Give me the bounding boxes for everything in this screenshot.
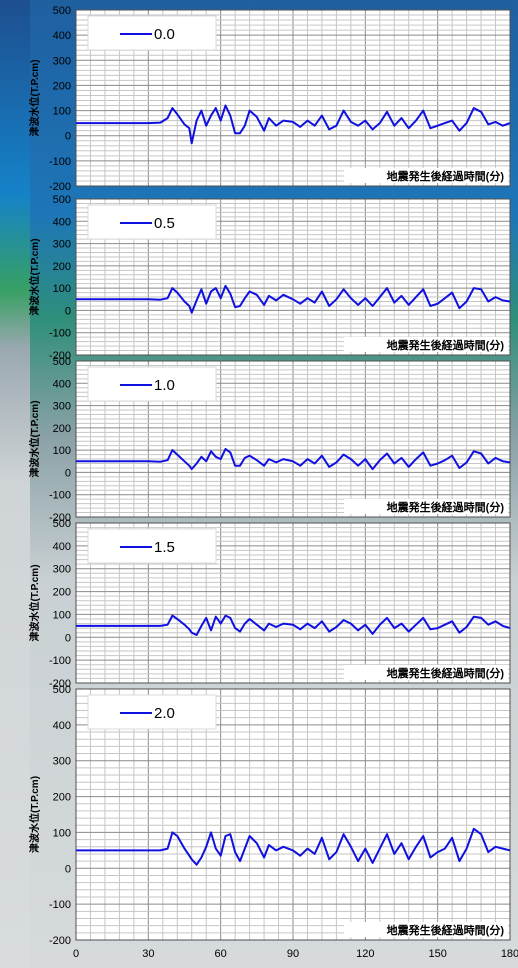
x-axis-label: 地震発生後経過時間(分) — [387, 338, 505, 352]
y-axis-label: 津波水位(T.P.cm) — [28, 59, 41, 136]
series-line — [76, 827, 511, 866]
y-axis-label: 津波水位(T.P.cm) — [28, 776, 41, 853]
x-tick-label: 180 — [501, 948, 518, 960]
plot-border — [75, 9, 511, 187]
x-axis-label: 地震発生後経過時間(分) — [387, 169, 505, 183]
y-tick-label: 100 — [53, 609, 71, 621]
y-tick-label: 0 — [65, 467, 71, 479]
y-tick-label: 300 — [53, 239, 71, 251]
y-tick-label: -200 — [49, 678, 71, 690]
legend-label: 2.0 — [154, 705, 175, 722]
y-tick-label: 300 — [53, 55, 71, 67]
x-axis-label: 地震発生後経過時間(分) — [387, 923, 505, 937]
legend-label: 0.5 — [154, 215, 175, 232]
chart-panel-3: -200 -100 0 100 200 300 400 500 津波水位(T.P.cm) 地震発生… — [28, 518, 511, 690]
y-tick-label: 200 — [53, 80, 71, 92]
x-tick-label: 0 — [73, 948, 79, 960]
y-tick-label: 500 — [53, 5, 71, 17]
y-tick-label: 400 — [53, 30, 71, 42]
y-tick-label: 100 — [53, 106, 71, 118]
y-tick-label: 100 — [53, 283, 71, 295]
x-axis-label: 地震発生後経過時間(分) — [387, 500, 505, 514]
y-tick-label: 200 — [53, 587, 71, 599]
x-axis-label: 地震発生後経過時間(分) — [387, 666, 505, 680]
y-tick-label: -100 — [49, 899, 71, 911]
plot-border — [75, 360, 511, 518]
y-tick-label: 500 — [53, 194, 71, 206]
y-tick-label: 100 — [53, 445, 71, 457]
y-tick-label: -200 — [49, 350, 71, 362]
y-tick-label: -100 — [49, 328, 71, 340]
y-tick-label: 200 — [53, 261, 71, 273]
x-axis-label-bg — [344, 168, 508, 183]
x-tick-label: 90 — [287, 948, 299, 960]
plot-border — [75, 198, 511, 356]
chart-panel-4: -200 -100 0 100 200 300 400 500 0 30 60 90 120 150 180… — [28, 684, 518, 960]
series-line — [76, 104, 511, 145]
y-tick-label: -200 — [49, 512, 71, 524]
y-tick-label: -100 — [49, 655, 71, 667]
plot-border — [75, 522, 511, 684]
y-axis-label: 津波水位(T.P.cm) — [28, 564, 41, 641]
y-tick-label: -200 — [49, 181, 71, 193]
y-tick-label: 500 — [53, 356, 71, 368]
y-tick-label: 0 — [65, 305, 71, 317]
y-tick-label: 300 — [53, 401, 71, 413]
chart-panel-1: -200 -100 0 100 200 300 400 500 津波水位(T.P.cm) 地震発生… — [28, 194, 511, 362]
y-axis-label: 津波水位(T.P.cm) — [28, 400, 41, 477]
y-tick-label: 400 — [53, 720, 71, 732]
y-tick-label: 400 — [53, 541, 71, 553]
y-tick-label: 200 — [53, 792, 71, 804]
y-tick-label: 200 — [53, 423, 71, 435]
background-map-strip — [0, 0, 30, 968]
x-axis-label-bg — [344, 922, 508, 937]
x-tick-label: 150 — [428, 948, 446, 960]
legend-label: 1.0 — [154, 377, 175, 394]
x-axis-label-bg — [344, 665, 508, 680]
series-line — [76, 614, 511, 636]
y-tick-label: 300 — [53, 756, 71, 768]
chart-panel-0: -200 -100 0 100 200 300 400 500 津波水位(T.P.cm) 地震発生… — [28, 5, 511, 193]
y-tick-label: 400 — [53, 216, 71, 228]
y-tick-label: 0 — [65, 863, 71, 875]
series-line — [76, 284, 511, 314]
chart-panel-2: -200 -100 0 100 200 300 400 500 津波水位(T.P.cm) 地震発生… — [28, 356, 511, 524]
y-tick-label: 0 — [65, 131, 71, 143]
y-tick-label: 500 — [53, 518, 71, 530]
y-tick-label: 100 — [53, 827, 71, 839]
y-tick-label: -100 — [49, 490, 71, 502]
plot-border — [75, 688, 511, 941]
y-tick-label: 400 — [53, 378, 71, 390]
x-tick-label: 30 — [142, 948, 154, 960]
x-tick-label: 60 — [215, 948, 227, 960]
series-line — [76, 448, 511, 471]
x-axis-label-bg — [344, 499, 508, 514]
y-tick-label: 0 — [65, 632, 71, 644]
legend-label: 1.5 — [154, 539, 175, 556]
y-tick-label: -200 — [49, 935, 71, 947]
x-tick-label: 120 — [356, 948, 374, 960]
y-tick-label: -100 — [49, 156, 71, 168]
legend-label: 0.0 — [154, 26, 175, 43]
y-axis-label: 津波水位(T.P.cm) — [28, 238, 41, 315]
x-axis-label-bg — [344, 337, 508, 352]
y-tick-label: 500 — [53, 684, 71, 696]
y-tick-label: 300 — [53, 564, 71, 576]
